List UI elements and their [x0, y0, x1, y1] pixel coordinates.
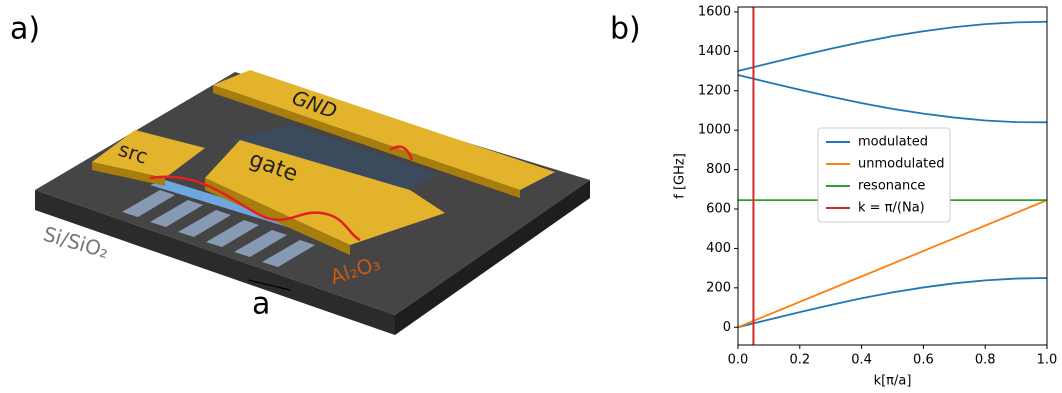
fingers	[122, 190, 315, 267]
legend-label: resonance	[858, 179, 925, 194]
x-tick-label: 0.6	[913, 353, 934, 368]
y-tick-label: 1000	[698, 123, 731, 138]
chart: 0 200 400 600 800 1000 1200 1400 1600 0.0 0.2 0.4 0.…	[673, 4, 1058, 388]
y-tick-label: 1200	[698, 83, 731, 98]
substrate-side	[395, 180, 590, 335]
panel-label: a)	[10, 12, 40, 47]
substrate-front	[35, 190, 395, 335]
panel-label: b)	[610, 12, 641, 47]
y-tick-label: 1600	[698, 4, 731, 19]
legend-label: modulated	[858, 135, 928, 150]
illustration: a) b) GND src gate Si/SiO₂ Al₂O₃ a	[10, 12, 641, 335]
gnd-pad	[213, 70, 555, 190]
period-label: a	[252, 287, 270, 322]
legend-label: unmodulated	[858, 157, 945, 172]
period-arrow	[247, 279, 291, 291]
legend-label: k = π/(Na)	[858, 201, 925, 216]
comb	[230, 125, 440, 200]
y-axis-label: f [GHz]	[673, 153, 688, 199]
y-tick-label: 1400	[698, 44, 731, 59]
wave	[149, 175, 361, 242]
series-line	[737, 199, 1048, 329]
src-edge	[92, 162, 165, 186]
series-line	[737, 20, 1048, 329]
x-tick-label: 0.2	[789, 353, 810, 368]
gate-pad	[205, 140, 445, 245]
y-tick-label: 200	[706, 280, 731, 295]
y-tick-label: 600	[706, 202, 731, 217]
legend-box	[817, 127, 951, 223]
x-axis-label: k[π/a]	[874, 374, 912, 389]
x-tick-label: 0.8	[975, 353, 996, 368]
x-tick-label: 0.4	[851, 353, 872, 368]
plot-frame	[737, 6, 1048, 346]
gate-edge	[205, 178, 350, 255]
wave-tail	[389, 145, 414, 161]
x-tick-label: 0.0	[728, 353, 749, 368]
gnd-edge	[213, 85, 520, 198]
y-tick-label: 800	[706, 162, 731, 177]
y-tick-label: 400	[706, 241, 731, 256]
src-pad	[92, 130, 205, 178]
y-tick-label: 0	[723, 320, 731, 335]
x-tick-label: 1.0	[1037, 353, 1058, 368]
